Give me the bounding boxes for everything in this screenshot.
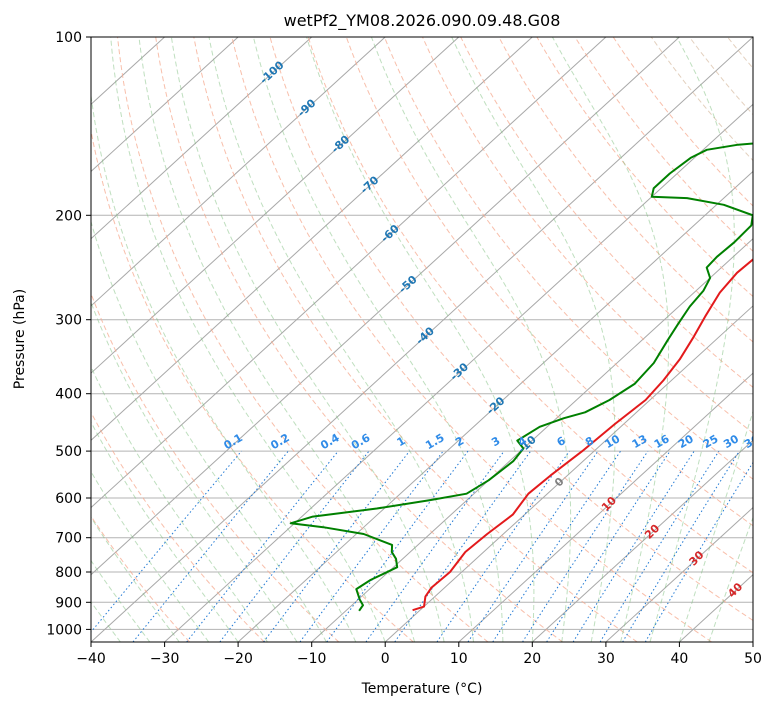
y-tick-label: 400 bbox=[55, 387, 82, 403]
y-tick-label: 700 bbox=[55, 531, 82, 547]
x-tick-label: −40 bbox=[76, 651, 106, 667]
x-tick-label: 30 bbox=[597, 651, 615, 667]
x-tick-label: 40 bbox=[670, 651, 688, 667]
y-tick-label: 200 bbox=[55, 208, 82, 224]
x-tick-label: −10 bbox=[297, 651, 327, 667]
y-tick-label: 1000 bbox=[46, 622, 82, 638]
y-tick-label: 100 bbox=[55, 30, 82, 46]
y-axis-label: Pressure (hPa) bbox=[12, 289, 28, 389]
x-tick-label: 10 bbox=[450, 651, 468, 667]
y-tick-label: 800 bbox=[55, 565, 82, 581]
x-tick-label: −30 bbox=[150, 651, 180, 667]
x-tick-label: 20 bbox=[523, 651, 541, 667]
y-tick-label: 900 bbox=[55, 595, 82, 611]
x-tick-label: 0 bbox=[381, 651, 390, 667]
chart-title: wetPf2_YM08.2026.090.09.48.G08 bbox=[284, 11, 561, 31]
x-tick-label: −20 bbox=[223, 651, 253, 667]
y-tick-label: 600 bbox=[55, 491, 82, 507]
y-tick-label: 500 bbox=[55, 444, 82, 460]
x-tick-label: 50 bbox=[744, 651, 762, 667]
y-tick-label: 300 bbox=[55, 313, 82, 329]
x-axis-label: Temperature (°C) bbox=[361, 681, 483, 697]
